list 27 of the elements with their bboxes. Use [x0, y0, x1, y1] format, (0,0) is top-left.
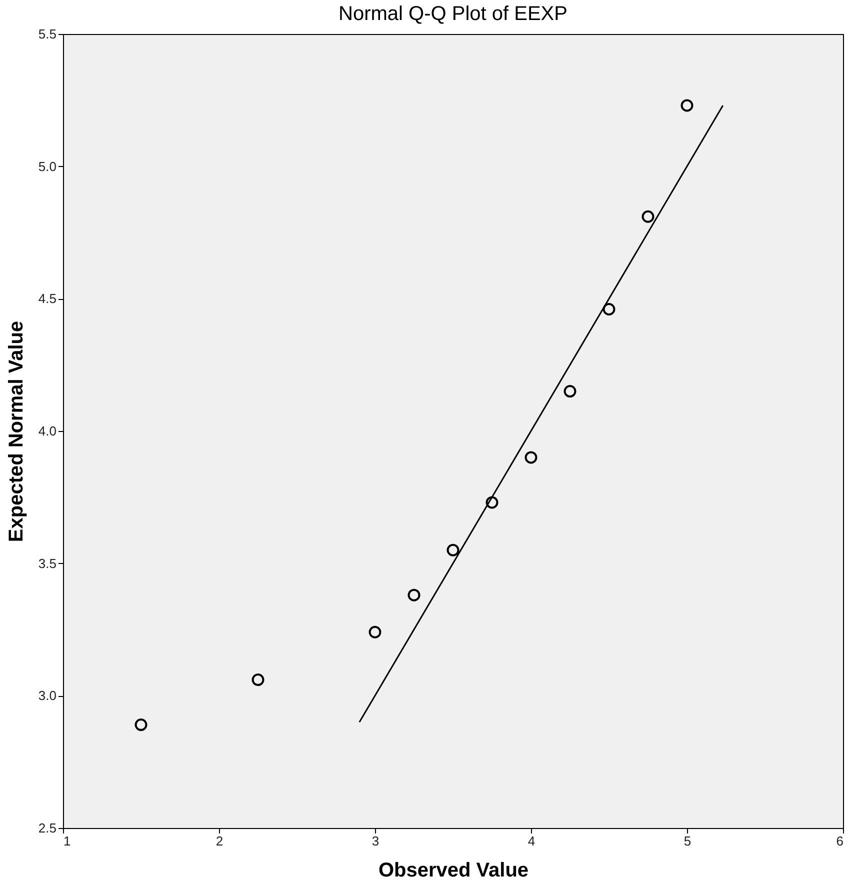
point — [446, 544, 460, 556]
y-tick-label: 4.0 — [38, 424, 56, 438]
y-tick-label: 4.5 — [38, 291, 56, 306]
x-tick-label: 6 — [836, 834, 844, 848]
y-tick-label: 5.5 — [38, 26, 56, 42]
y-tick-label: 3.0 — [38, 688, 56, 704]
point — [134, 718, 148, 732]
point — [680, 99, 694, 112]
y-tick-label: 2.5 — [38, 820, 56, 836]
point — [642, 210, 654, 223]
point — [486, 496, 498, 509]
y-axis-title: Expected Normal Value — [5, 320, 28, 542]
point — [524, 451, 538, 464]
x-axis-title: Observed Value — [378, 860, 529, 882]
point — [408, 588, 420, 602]
x-tick-label: 2 — [216, 834, 224, 848]
x-tick-label: 5 — [684, 834, 692, 848]
point — [252, 674, 264, 686]
point — [564, 385, 576, 398]
point — [602, 303, 616, 316]
y-tick-label: 5.0 — [38, 158, 56, 174]
x-tick-label: 3 — [372, 834, 380, 848]
point — [368, 626, 382, 638]
y-tick-label: 3.5 — [38, 556, 56, 571]
x-tick-label: 1 — [64, 834, 71, 848]
chart-title: Normal Q-Q Plot of EEXP — [338, 3, 568, 25]
x-tick-label: 4 — [528, 834, 536, 848]
